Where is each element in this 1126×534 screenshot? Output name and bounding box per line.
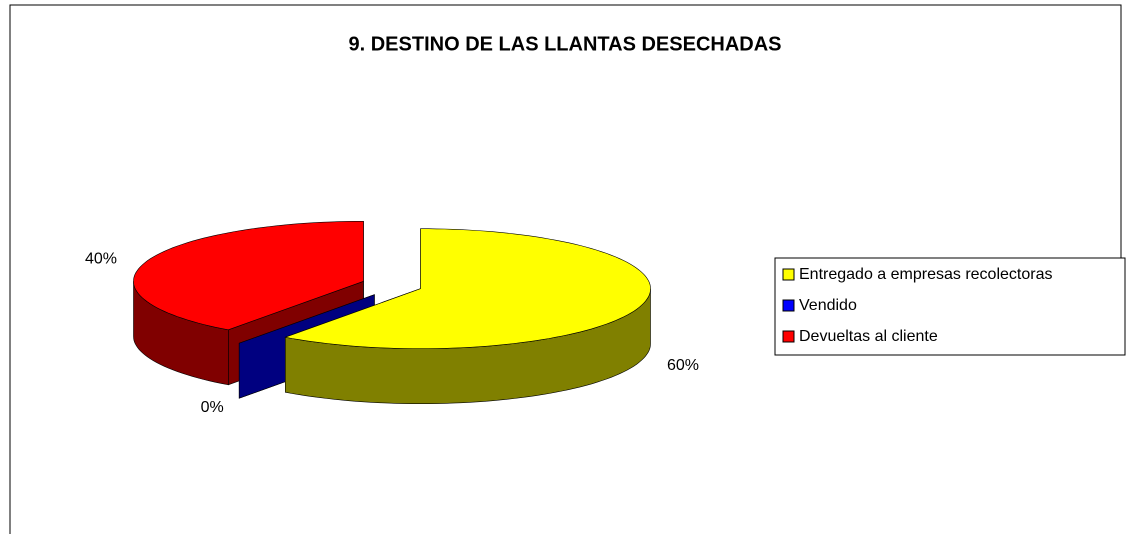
slice xyxy=(284,228,651,349)
data-label: 40% xyxy=(85,250,117,267)
legend-swatch xyxy=(782,268,795,281)
legend-label: Devueltas al cliente xyxy=(799,328,938,345)
chart-frame xyxy=(9,4,1122,534)
slice xyxy=(133,221,364,331)
data-label: 60% xyxy=(667,357,699,374)
legend-swatch xyxy=(782,330,795,343)
legend-label: Entregado a empresas recolectoras xyxy=(799,266,1052,283)
data-label: 0% xyxy=(201,399,224,416)
chart-title: 9. DESTINO DE LAS LLANTAS DESECHADAS xyxy=(349,33,782,55)
legend-box xyxy=(774,257,1126,356)
legend-label: Vendido xyxy=(799,297,857,314)
legend-swatch xyxy=(782,299,795,312)
